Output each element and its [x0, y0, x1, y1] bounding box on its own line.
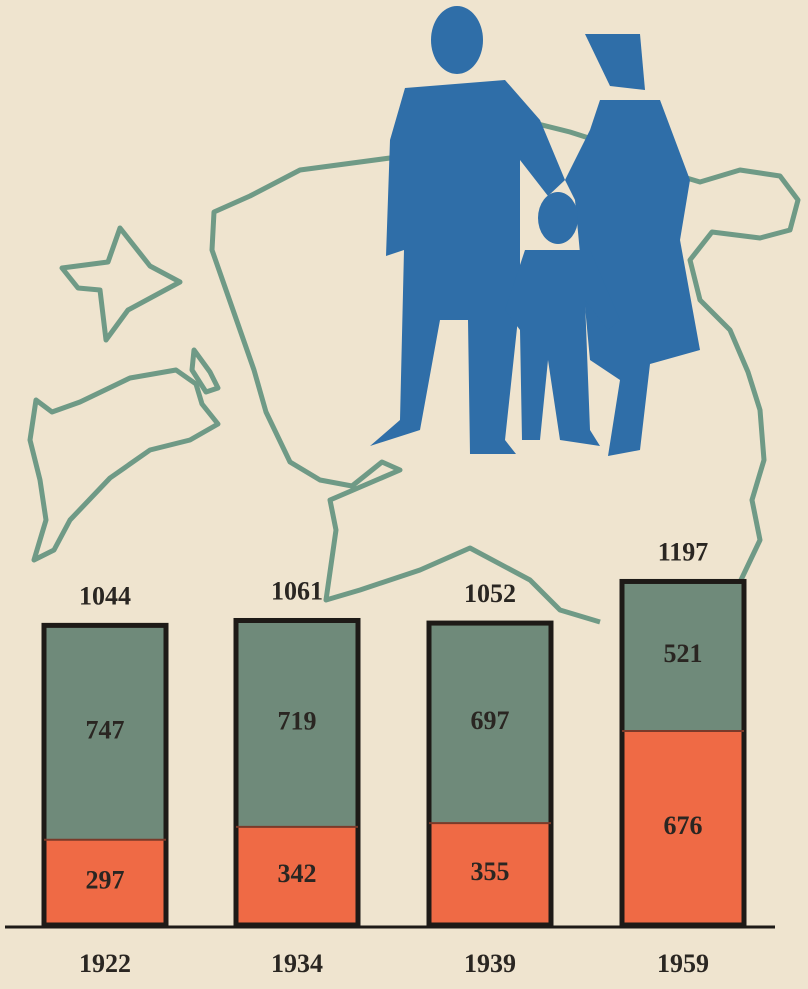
segment-label: 355	[471, 857, 510, 886]
segment-label: 719	[278, 707, 317, 736]
total-label: 1052	[464, 579, 516, 608]
bar-segment	[622, 730, 744, 925]
bar-segment	[44, 625, 166, 840]
woman-head	[585, 34, 645, 90]
bar-segment	[429, 823, 551, 925]
man-head	[431, 6, 483, 74]
segment-label: 676	[664, 811, 703, 840]
island	[189, 347, 221, 395]
bar-segment	[44, 839, 166, 925]
child-head	[538, 192, 578, 244]
total-label: 1044	[79, 581, 131, 610]
total-label: 1061	[271, 576, 323, 605]
x-tick-label: 1934	[271, 949, 323, 978]
bar-segment	[236, 826, 358, 925]
bar-outline	[41, 622, 169, 928]
total-label: 1197	[658, 537, 709, 566]
bar-outline	[426, 620, 554, 928]
segment-label: 697	[471, 706, 510, 735]
segment-label: 521	[664, 639, 703, 668]
child	[505, 250, 620, 446]
island	[59, 225, 183, 343]
man	[370, 80, 565, 454]
x-tick-label: 1922	[79, 949, 131, 978]
x-tick-label: 1959	[657, 949, 709, 978]
bar-outline	[233, 617, 361, 928]
bar-segment	[429, 623, 551, 824]
segment-label: 747	[86, 716, 125, 745]
bar-outline	[619, 578, 747, 928]
segment-label: 297	[86, 865, 125, 894]
segment-label: 342	[278, 859, 317, 888]
bar-segment	[236, 620, 358, 827]
family-silhouette	[370, 6, 700, 456]
bar-segment	[622, 581, 744, 731]
island	[27, 367, 221, 563]
woman	[565, 100, 700, 456]
x-tick-label: 1939	[464, 949, 516, 978]
